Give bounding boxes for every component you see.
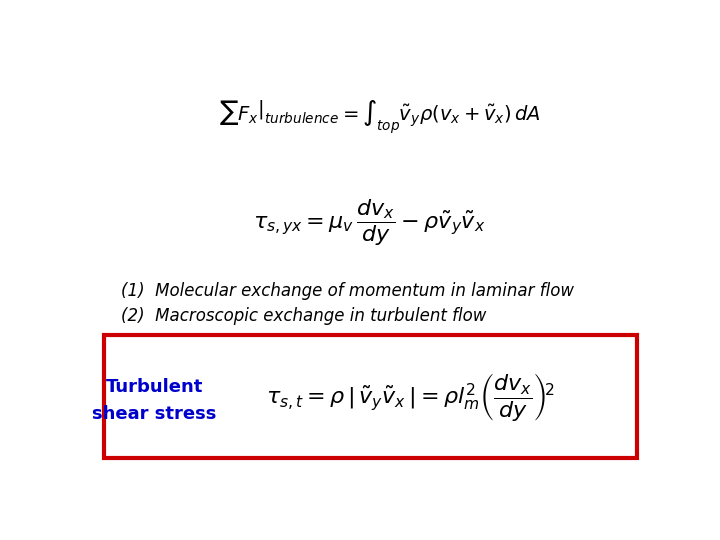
Text: Turbulent: Turbulent [106, 378, 203, 396]
Text: $\tau_{s,t} = \rho \, | \, \tilde{v}_y\tilde{v}_x \, |= \rho l_m^2 \left( \dfrac: $\tau_{s,t} = \rho \, | \, \tilde{v}_y\t… [266, 372, 555, 423]
Text: $\tau_{s,yx} = \mu_v \, \dfrac{dv_x}{dy} - \rho\tilde{v}_y\tilde{v}_x$: $\tau_{s,yx} = \mu_v \, \dfrac{dv_x}{dy}… [253, 198, 485, 248]
Text: $\sum F_x \left.\right|_{turbulence} = \int_{top} \tilde{v}_y \rho (v_x + \tilde: $\sum F_x \left.\right|_{turbulence} = \… [220, 98, 541, 136]
Text: shear stress: shear stress [92, 405, 216, 423]
Text: (2)  Macroscopic exchange in turbulent flow: (2) Macroscopic exchange in turbulent fl… [121, 307, 486, 326]
FancyBboxPatch shape [104, 335, 637, 458]
Text: (1)  Molecular exchange of momentum in laminar flow: (1) Molecular exchange of momentum in la… [121, 282, 574, 300]
